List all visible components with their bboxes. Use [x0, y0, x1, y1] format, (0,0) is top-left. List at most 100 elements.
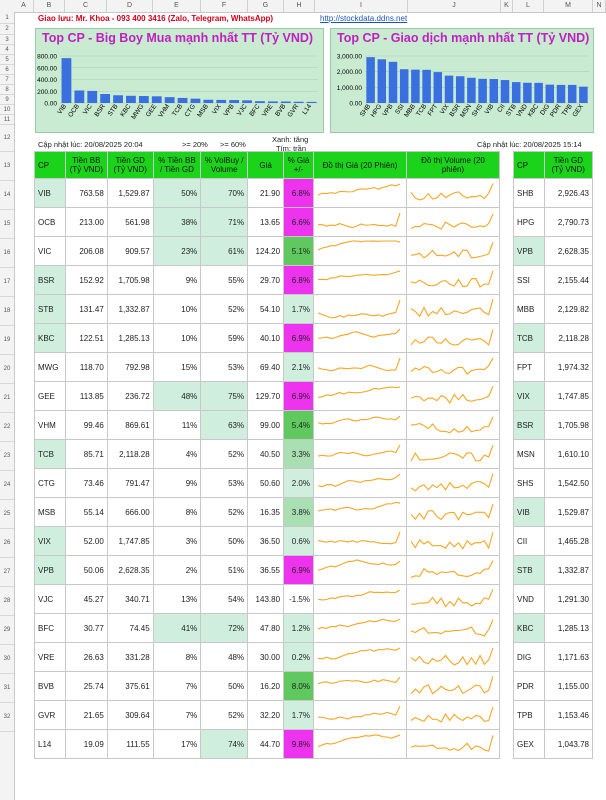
- cell-bb-value[interactable]: 763.58: [64, 178, 108, 208]
- row-header-17[interactable]: 17: [0, 268, 14, 297]
- cell-pct-bb[interactable]: 3%: [152, 526, 202, 556]
- row-header-22[interactable]: 22: [0, 413, 14, 442]
- column-header-k[interactable]: K: [501, 0, 513, 12]
- cell-pct-volbuy[interactable]: 53%: [200, 352, 249, 382]
- right-cell-ticker[interactable]: CII: [513, 526, 545, 556]
- cell-ticker[interactable]: MSB: [34, 497, 66, 527]
- cell-price[interactable]: 40.50: [247, 439, 285, 469]
- cell-pct-bb[interactable]: 8%: [152, 642, 202, 672]
- cell-pct-volbuy[interactable]: 72%: [200, 613, 249, 643]
- cell-trade-value[interactable]: 375.61: [106, 671, 154, 701]
- cell-price-change[interactable]: 6.8%: [283, 265, 314, 295]
- row-header-2[interactable]: 2: [0, 24, 14, 35]
- row-header-12[interactable]: 12: [0, 125, 14, 152]
- row-header-11[interactable]: 11: [0, 115, 14, 125]
- right-cell-trade-value[interactable]: 1,332.87: [543, 555, 594, 585]
- cell-ticker[interactable]: TCB: [34, 439, 66, 469]
- cell-bb-value[interactable]: 152.92: [64, 265, 108, 295]
- column-header-d[interactable]: D: [107, 0, 153, 12]
- row-header-24[interactable]: 24: [0, 471, 14, 500]
- right-cell-trade-value[interactable]: 1,747.85: [543, 381, 594, 411]
- cell-price[interactable]: 40.10: [247, 323, 285, 353]
- right-cell-trade-value[interactable]: 2,926.43: [543, 178, 594, 208]
- column-header-i[interactable]: I: [315, 0, 408, 12]
- cell-price[interactable]: 30.00: [247, 642, 285, 672]
- column-header-m[interactable]: M: [544, 0, 593, 12]
- cell-trade-value[interactable]: 561.98: [106, 207, 154, 237]
- cell-trade-value[interactable]: 340.71: [106, 584, 154, 614]
- right-cell-ticker[interactable]: MBB: [513, 294, 545, 324]
- cell-ticker[interactable]: CTG: [34, 468, 66, 498]
- cell-ticker[interactable]: BSR: [34, 265, 66, 295]
- row-header-18[interactable]: 18: [0, 297, 14, 326]
- row-header-9[interactable]: 9: [0, 95, 14, 105]
- row-header-32[interactable]: 32: [0, 703, 14, 732]
- row-header-16[interactable]: 16: [0, 239, 14, 268]
- cell-trade-value[interactable]: 1,332.87: [106, 294, 154, 324]
- cell-bb-value[interactable]: 19.09: [64, 729, 108, 759]
- cell-pct-bb[interactable]: 2%: [152, 555, 202, 585]
- cell-price[interactable]: 16.20: [247, 671, 285, 701]
- row-header-29[interactable]: 29: [0, 616, 14, 645]
- cell-ticker[interactable]: VRE: [34, 642, 66, 672]
- cell-trade-value[interactable]: 2,628.35: [106, 555, 154, 585]
- cell-bb-value[interactable]: 73.46: [64, 468, 108, 498]
- row-header-21[interactable]: 21: [0, 384, 14, 413]
- row-header-15[interactable]: 15: [0, 210, 14, 239]
- cell-price-change[interactable]: 2.0%: [283, 468, 314, 498]
- cell-trade-value[interactable]: 236.72: [106, 381, 154, 411]
- cell-price[interactable]: 13.65: [247, 207, 285, 237]
- cell-ticker[interactable]: GEE: [34, 381, 66, 411]
- cell-trade-value[interactable]: 74.45: [106, 613, 154, 643]
- cell-bb-value[interactable]: 25.74: [64, 671, 108, 701]
- cell-bb-value[interactable]: 131.47: [64, 294, 108, 324]
- right-cell-ticker[interactable]: SSI: [513, 265, 545, 295]
- cell-bb-value[interactable]: 52.00: [64, 526, 108, 556]
- right-cell-ticker[interactable]: SHS: [513, 468, 545, 498]
- cell-trade-value[interactable]: 1,747.85: [106, 526, 154, 556]
- cell-pct-volbuy[interactable]: 63%: [200, 410, 249, 440]
- right-cell-trade-value[interactable]: 1,043.78: [543, 729, 594, 759]
- cell-bb-value[interactable]: 26.63: [64, 642, 108, 672]
- cell-price[interactable]: 29.70: [247, 265, 285, 295]
- cell-pct-bb[interactable]: 10%: [152, 294, 202, 324]
- website-link[interactable]: http://stockdata.ddns.net: [320, 14, 408, 23]
- cell-pct-bb[interactable]: 9%: [152, 265, 202, 295]
- cell-price-change[interactable]: 9.8%: [283, 729, 314, 759]
- cell-price-change[interactable]: 1.7%: [283, 294, 314, 324]
- cell-pct-bb[interactable]: 7%: [152, 671, 202, 701]
- cell-price-change[interactable]: 0.2%: [283, 642, 314, 672]
- cell-ticker[interactable]: VIC: [34, 236, 66, 266]
- cell-pct-volbuy[interactable]: 50%: [200, 526, 249, 556]
- cell-ticker[interactable]: VIB: [34, 178, 66, 208]
- column-header-g[interactable]: G: [248, 0, 284, 12]
- row-header-6[interactable]: 6: [0, 65, 14, 75]
- cell-bb-value[interactable]: 122.51: [64, 323, 108, 353]
- cell-trade-value[interactable]: 666.00: [106, 497, 154, 527]
- cell-pct-bb[interactable]: 8%: [152, 497, 202, 527]
- right-cell-trade-value[interactable]: 1,705.98: [543, 410, 594, 440]
- column-header-c[interactable]: C: [65, 0, 107, 12]
- cell-price[interactable]: 69.40: [247, 352, 285, 382]
- row-header-30[interactable]: 30: [0, 645, 14, 674]
- cell-price-change[interactable]: -1.5%: [283, 584, 314, 614]
- cell-pct-volbuy[interactable]: 55%: [200, 265, 249, 295]
- cell-price-change[interactable]: 5.1%: [283, 236, 314, 266]
- cell-pct-volbuy[interactable]: 52%: [200, 700, 249, 730]
- row-header-10[interactable]: 10: [0, 105, 14, 115]
- cell-ticker[interactable]: VIX: [34, 526, 66, 556]
- row-header-5[interactable]: 5: [0, 55, 14, 65]
- right-cell-ticker[interactable]: TPB: [513, 700, 545, 730]
- cell-ticker[interactable]: L14: [34, 729, 66, 759]
- cell-ticker[interactable]: VJC: [34, 584, 66, 614]
- cell-price-change[interactable]: 5.4%: [283, 410, 314, 440]
- cell-price-change[interactable]: 2.1%: [283, 352, 314, 382]
- cell-ticker[interactable]: GVR: [34, 700, 66, 730]
- cell-bb-value[interactable]: 113.85: [64, 381, 108, 411]
- cell-pct-volbuy[interactable]: 61%: [200, 236, 249, 266]
- right-cell-ticker[interactable]: MSN: [513, 439, 545, 469]
- cell-price[interactable]: 36.55: [247, 555, 285, 585]
- cell-pct-bb[interactable]: 13%: [152, 584, 202, 614]
- cell-price[interactable]: 36.50: [247, 526, 285, 556]
- cell-pct-bb[interactable]: 23%: [152, 236, 202, 266]
